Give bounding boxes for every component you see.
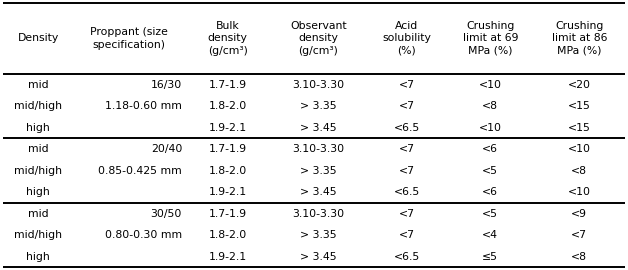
Text: mid/high: mid/high <box>14 166 62 176</box>
Text: <10: <10 <box>479 123 502 133</box>
Text: Bulk
density
(g/cm³): Bulk density (g/cm³) <box>208 21 247 56</box>
Text: > 3.45: > 3.45 <box>300 123 337 133</box>
Text: Crushing
limit at 69
MPa (%): Crushing limit at 69 MPa (%) <box>463 21 518 56</box>
Text: 1.7-1.9: 1.7-1.9 <box>208 209 247 219</box>
Text: > 3.45: > 3.45 <box>300 187 337 197</box>
Text: 3.10-3.30: 3.10-3.30 <box>293 80 345 90</box>
Text: 1.7-1.9: 1.7-1.9 <box>208 144 247 154</box>
Text: 16/30: 16/30 <box>151 80 182 90</box>
Text: > 3.35: > 3.35 <box>300 101 337 111</box>
Text: 30/50: 30/50 <box>151 209 182 219</box>
Text: <9: <9 <box>571 209 587 219</box>
Text: high: high <box>26 187 50 197</box>
Text: <7: <7 <box>571 230 587 240</box>
Text: 3.10-3.30: 3.10-3.30 <box>293 144 345 154</box>
Text: <7: <7 <box>399 80 415 90</box>
Text: Proppant (size
specification): Proppant (size specification) <box>90 27 168 49</box>
Text: <5: <5 <box>482 209 498 219</box>
Text: high: high <box>26 123 50 133</box>
Text: mid: mid <box>28 209 48 219</box>
Text: 1.8-2.0: 1.8-2.0 <box>208 101 247 111</box>
Text: <7: <7 <box>399 209 415 219</box>
Text: <5: <5 <box>482 166 498 176</box>
Text: <6: <6 <box>482 144 498 154</box>
Text: <7: <7 <box>399 166 415 176</box>
Text: 1.9-2.1: 1.9-2.1 <box>208 187 247 197</box>
Text: <10: <10 <box>479 80 502 90</box>
Text: <4: <4 <box>482 230 498 240</box>
Text: <10: <10 <box>568 144 591 154</box>
Text: high: high <box>26 252 50 262</box>
Text: <6.5: <6.5 <box>394 252 420 262</box>
Text: mid: mid <box>28 144 48 154</box>
Text: <15: <15 <box>568 123 591 133</box>
Text: 1.8-2.0: 1.8-2.0 <box>208 166 247 176</box>
Text: 3.10-3.30: 3.10-3.30 <box>293 209 345 219</box>
Text: Acid
solubility
(%): Acid solubility (%) <box>382 21 431 56</box>
Text: 1.7-1.9: 1.7-1.9 <box>208 80 247 90</box>
Text: mid: mid <box>28 80 48 90</box>
Text: <6.5: <6.5 <box>394 123 420 133</box>
Text: 1.9-2.1: 1.9-2.1 <box>208 123 247 133</box>
Text: 20/40: 20/40 <box>151 144 182 154</box>
Text: mid/high: mid/high <box>14 101 62 111</box>
Text: <6.5: <6.5 <box>394 187 420 197</box>
Text: <20: <20 <box>568 80 591 90</box>
Text: Observant
density
(g/cm³): Observant density (g/cm³) <box>290 21 347 56</box>
Text: <15: <15 <box>568 101 591 111</box>
Text: ≤5: ≤5 <box>482 252 498 262</box>
Text: <8: <8 <box>571 252 587 262</box>
Text: 0.85-0.425 mm: 0.85-0.425 mm <box>99 166 182 176</box>
Text: 1.8-2.0: 1.8-2.0 <box>208 230 247 240</box>
Text: 1.9-2.1: 1.9-2.1 <box>208 252 247 262</box>
Text: mid/high: mid/high <box>14 230 62 240</box>
Text: > 3.35: > 3.35 <box>300 230 337 240</box>
Text: 1.18-0.60 mm: 1.18-0.60 mm <box>106 101 182 111</box>
Text: Crushing
limit at 86
MPa (%): Crushing limit at 86 MPa (%) <box>551 21 607 56</box>
Text: <6: <6 <box>482 187 498 197</box>
Text: 0.80-0.30 mm: 0.80-0.30 mm <box>105 230 182 240</box>
Text: <10: <10 <box>568 187 591 197</box>
Text: <8: <8 <box>571 166 587 176</box>
Text: <8: <8 <box>482 101 498 111</box>
Text: <7: <7 <box>399 144 415 154</box>
Text: > 3.35: > 3.35 <box>300 166 337 176</box>
Text: <7: <7 <box>399 101 415 111</box>
Text: <7: <7 <box>399 230 415 240</box>
Text: Density: Density <box>18 33 58 43</box>
Text: > 3.45: > 3.45 <box>300 252 337 262</box>
